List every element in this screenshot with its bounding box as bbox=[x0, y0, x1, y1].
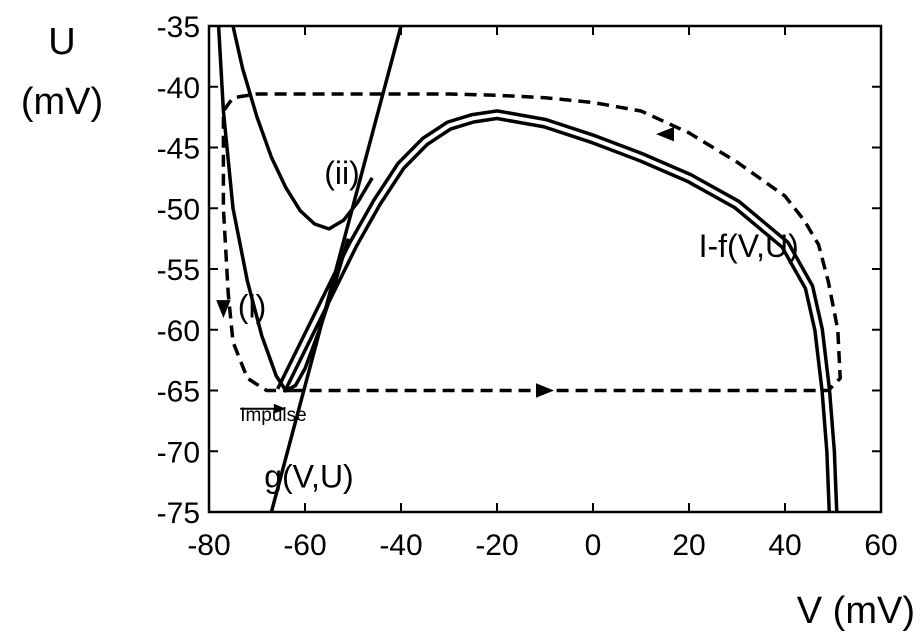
annotation-i: (i) bbox=[238, 289, 266, 325]
i-curve bbox=[216, 26, 350, 393]
y-tick-label: -35 bbox=[157, 11, 200, 44]
trajectory-arrow-3 bbox=[536, 383, 554, 398]
trajectory-arrow-1 bbox=[656, 126, 674, 142]
annotation-ii: (ii) bbox=[324, 155, 360, 191]
x-ticks: -80 -60 -40 -20 0 20 40 60 bbox=[187, 26, 898, 562]
annotation-g-v-u: g(V,U) bbox=[264, 459, 354, 495]
x-tick-label: -80 bbox=[187, 529, 230, 562]
y-tick-label: -40 bbox=[157, 72, 200, 105]
annotation-i-f-v-u: I-f(V,U) bbox=[699, 228, 799, 264]
curves-group bbox=[216, 26, 842, 512]
impulse-arrowhead bbox=[273, 403, 286, 414]
y-tick-label: -70 bbox=[157, 436, 200, 469]
trajectory-curve bbox=[221, 92, 842, 393]
y-tick-label: -65 bbox=[157, 376, 200, 409]
x-tick-label: 40 bbox=[768, 529, 801, 562]
ii-curve bbox=[231, 26, 374, 231]
y-tick-label: -50 bbox=[157, 193, 200, 226]
x-tick-label: 20 bbox=[672, 529, 705, 562]
annotation-impulse: Impulse bbox=[240, 405, 307, 426]
x-tick-label: 0 bbox=[585, 529, 602, 562]
x-axis-label: V (mV) bbox=[797, 590, 915, 632]
g-v-u-curve bbox=[269, 26, 403, 512]
y-tick-label: -75 bbox=[157, 497, 200, 530]
trajectory-arrow-2 bbox=[216, 300, 231, 319]
y-tick-label: -55 bbox=[157, 254, 200, 287]
i-f-v-u-curve bbox=[276, 109, 839, 512]
x-tick-label: 60 bbox=[864, 529, 897, 562]
x-tick-label: -40 bbox=[379, 529, 422, 562]
arrowheads-group bbox=[216, 126, 674, 414]
y-tick-label: -60 bbox=[157, 315, 200, 348]
x-tick-label: -20 bbox=[475, 529, 518, 562]
i-f-v-u-curve-inner bbox=[279, 112, 835, 512]
x-tick-label: -60 bbox=[283, 529, 326, 562]
y-axis-label-line1: U bbox=[48, 21, 75, 63]
y-tick-label: -45 bbox=[157, 133, 200, 166]
y-ticks: -35 -40 -45 -50 -55 -60 -65 -70 -75 bbox=[157, 11, 881, 530]
y-axis-label-line2: (mV) bbox=[21, 81, 103, 123]
annotations: (ii) (i) I-f(V,U) g(V,U) Impulse bbox=[238, 155, 799, 495]
